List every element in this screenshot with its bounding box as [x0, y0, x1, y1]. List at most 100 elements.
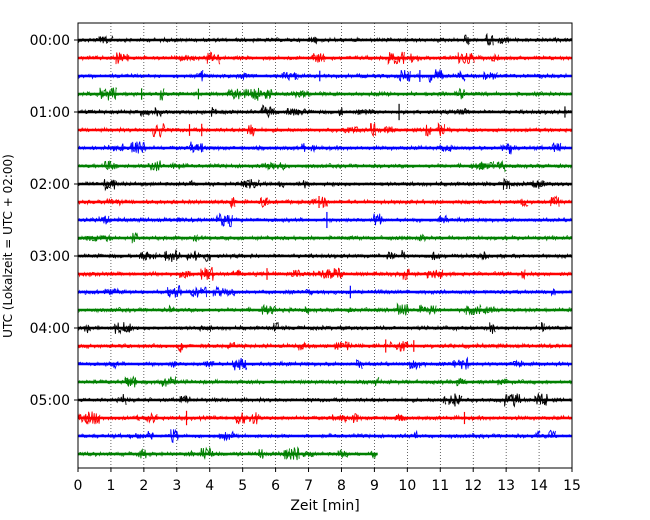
trace-event [262, 88, 273, 100]
trace-noise [77, 54, 572, 62]
trace-event [510, 359, 523, 369]
trace-event [331, 414, 348, 424]
trace-event [350, 413, 359, 423]
trace-event [478, 251, 489, 261]
trace-event [301, 143, 306, 152]
y-tick-label: 02:00 [30, 177, 70, 193]
trace-event [232, 269, 242, 276]
trace-event [437, 122, 446, 137]
trace-event [431, 251, 441, 261]
trace-event [125, 375, 138, 388]
y-axis-label: UTC (Lokalzeit = UTC + 02:00) [1, 154, 15, 338]
trace-event [419, 304, 425, 313]
trace-event [310, 144, 316, 153]
trace-event [337, 448, 349, 459]
trace-event [386, 251, 396, 260]
trace-event [168, 304, 175, 313]
trace-event [311, 52, 325, 63]
trace-noise [77, 324, 572, 332]
trace-event [551, 288, 557, 297]
trace-event [502, 177, 511, 190]
trace-event [230, 197, 236, 210]
x-tick-label: 14 [530, 478, 548, 494]
x-tick-label: 12 [464, 478, 482, 494]
trace-event [426, 269, 444, 279]
trace-event [226, 341, 236, 350]
trace-noise [77, 378, 572, 386]
x-tick-label: 1 [106, 478, 115, 494]
trace-event [388, 340, 393, 347]
trace-noise [77, 306, 572, 314]
trace-event [107, 144, 125, 152]
trace-event [167, 285, 183, 298]
trace-event [338, 107, 343, 117]
trace-event [273, 321, 280, 332]
trace-event [392, 341, 409, 352]
trace-event [485, 32, 494, 46]
trace-event [154, 107, 162, 118]
trace-event [424, 305, 437, 316]
trace-event [145, 431, 154, 440]
x-tick-label: 9 [370, 478, 379, 494]
y-tick-label: 05:00 [30, 393, 70, 409]
trace-event [138, 448, 147, 459]
trace-event [496, 160, 507, 173]
y-axis-ticks: 00:00 01:00 02:00 03:00 04:00 05:00 [30, 33, 78, 409]
trace-event [242, 179, 260, 189]
trace-event [219, 434, 225, 439]
trace-noise [77, 90, 572, 98]
y-tick-label: 04:00 [30, 321, 70, 337]
trace-event [304, 306, 310, 315]
trace-noise [77, 216, 572, 224]
trace-event [98, 35, 114, 44]
trace-event [281, 71, 299, 82]
trace-event [232, 358, 248, 371]
trace-event [261, 303, 277, 315]
trace-event [302, 451, 314, 458]
trace-event [98, 215, 110, 225]
trace-event [551, 142, 562, 153]
trace-event [439, 144, 452, 153]
trace-event [103, 179, 116, 192]
trace-event [152, 123, 166, 138]
trace-event [243, 88, 255, 99]
trace-noise [77, 414, 572, 422]
trace-event [171, 360, 178, 368]
trace-event [550, 195, 560, 207]
trace-event [94, 233, 112, 243]
trace-event [387, 51, 405, 66]
trace-event [278, 162, 286, 171]
trace-event [204, 360, 215, 368]
trace-event [457, 52, 475, 65]
trace-event [262, 161, 280, 171]
trace-event [290, 269, 302, 278]
trace-event [428, 69, 444, 83]
trace-event [288, 446, 300, 461]
trace-event [396, 302, 409, 316]
trace-event [454, 87, 466, 100]
x-tick-label: 15 [563, 478, 581, 494]
trace-event [114, 322, 132, 335]
trace-event [224, 288, 237, 297]
trace-noise [77, 396, 572, 404]
trace-event [260, 104, 276, 119]
trace-event [198, 324, 212, 333]
trace-event [227, 88, 242, 100]
trace-event [402, 271, 407, 281]
trace-event [179, 394, 191, 404]
trace-event [238, 71, 253, 81]
trace-event [119, 394, 127, 405]
x-tick-label: 2 [139, 478, 148, 494]
trace-event [452, 356, 469, 370]
trace-event [215, 212, 233, 228]
trace-event [199, 69, 204, 82]
trace-event [187, 449, 195, 457]
trace-event [497, 36, 512, 45]
trace-event [179, 54, 195, 62]
trace-event [342, 126, 359, 135]
trace-event [394, 413, 406, 422]
trace-event [284, 107, 300, 116]
x-tick-label: 11 [431, 478, 449, 494]
